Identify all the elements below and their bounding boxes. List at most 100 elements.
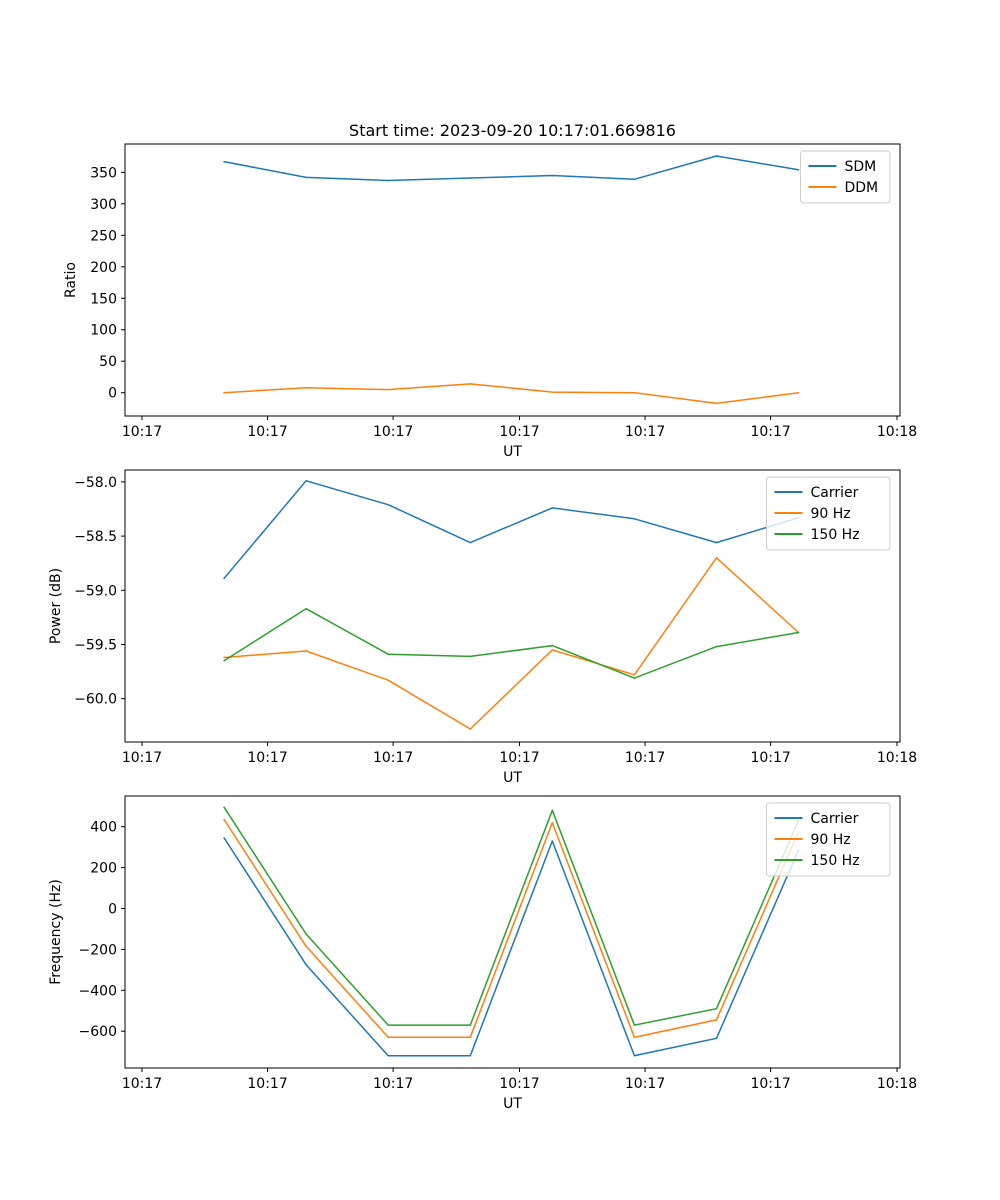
- series-line-90-hz: [224, 557, 800, 730]
- y-tick-label: 200: [90, 260, 117, 276]
- data-point-1-2: [305, 963, 307, 966]
- data-point-1-3: [387, 1054, 389, 1057]
- y-tick-label: 0: [108, 901, 117, 917]
- series-line-sdm: [223, 155, 799, 182]
- data-point-2-1: [223, 656, 225, 659]
- x-axis-label: UT: [503, 444, 522, 460]
- x-tick-label: 10:17: [122, 750, 162, 766]
- data-point-2-5: [551, 649, 554, 651]
- data-point-1-2: [305, 480, 307, 482]
- plot-frame: [124, 143, 901, 417]
- x-tick-label: 10:17: [625, 1076, 665, 1092]
- series-line-carrier: [223, 837, 800, 1057]
- y-tick-label: 250: [90, 228, 117, 244]
- data-point-2-3: [387, 679, 389, 682]
- data-point-2-3: [387, 388, 389, 391]
- legend-box: [766, 476, 891, 551]
- x-tick-label: 10:18: [877, 1076, 917, 1092]
- data-point-3-7: [715, 645, 718, 648]
- data-point-2-6: [633, 391, 636, 394]
- x-tick-label: 10:17: [625, 424, 665, 440]
- legend-box: [800, 150, 891, 204]
- data-point-3-6: [633, 677, 636, 679]
- x-tick-label: 10:17: [373, 750, 413, 766]
- data-point-3-2: [305, 933, 307, 935]
- x-tick-label: 10:17: [499, 424, 539, 440]
- data-point-2-1: [223, 818, 225, 821]
- data-point-3-2: [305, 607, 307, 610]
- y-tick-label: 100: [90, 323, 117, 339]
- data-point-1-6: [633, 517, 636, 520]
- y-tick-label: 350: [90, 165, 117, 181]
- data-point-1-2: [305, 176, 307, 179]
- data-point-3-3: [387, 653, 389, 656]
- data-point-3-8: [797, 631, 800, 634]
- data-point-2-7: [715, 402, 718, 405]
- data-point-2-3: [387, 1036, 389, 1039]
- panels: Start time: 2023-09-20 10:17:01.669816 10…: [48, 121, 917, 1112]
- data-point-2-4: [469, 728, 472, 730]
- y-tick-label: −58.0: [74, 475, 117, 491]
- data-point-1-4: [469, 541, 472, 544]
- y-tick-label: 150: [90, 291, 117, 307]
- data-point-1-1: [223, 160, 225, 163]
- data-point-2-8: [797, 391, 800, 394]
- data-point-2-2: [305, 650, 307, 652]
- data-point-3-1: [223, 659, 225, 662]
- data-point-3-5: [551, 644, 554, 647]
- x-axis-label: UT: [503, 1096, 522, 1112]
- series-line-150-hz: [223, 607, 799, 679]
- chart-panel-2: 10:17 10:17 10:17 10:17 10:17 10:17 10:18 −60.0…: [48, 469, 917, 786]
- y-tick-label: −600: [79, 1024, 117, 1040]
- y-tick-label: −400: [79, 983, 117, 999]
- data-point-3-7: [715, 1007, 718, 1010]
- legend-box: [766, 802, 891, 877]
- legend: SDM DDM: [800, 150, 891, 204]
- legend: Carrier 90 Hz 150 Hz: [766, 802, 891, 877]
- legend-label-ddm: DDM: [845, 180, 879, 196]
- legend-label-90-hz: 90 Hz: [811, 832, 851, 848]
- x-tick-label: 10:17: [373, 1076, 413, 1092]
- data-point-1-7: [715, 155, 718, 157]
- data-point-3-4: [469, 655, 472, 658]
- x-tick-label: 10:17: [122, 1076, 162, 1092]
- y-tick-label: 50: [99, 354, 117, 370]
- data-point-1-1: [223, 577, 225, 580]
- x-tick-label: 10:18: [877, 750, 917, 766]
- chart-panel-3: 10:17 10:17 10:17 10:17 10:17 10:17 10:18 −600 −…: [48, 795, 917, 1112]
- data-point-2-7: [715, 556, 718, 559]
- x-axis-label: UT: [503, 770, 522, 786]
- data-point-1-5: [551, 174, 554, 177]
- y-tick-label: −59.5: [74, 637, 117, 653]
- data-point-1-3: [387, 179, 389, 182]
- y-axis-label: Power (dB): [48, 568, 64, 644]
- y-tick-label: 400: [90, 820, 117, 836]
- legend: Carrier 90 Hz 150 Hz: [766, 476, 891, 551]
- data-point-3-5: [551, 809, 554, 812]
- data-point-2-2: [305, 945, 307, 948]
- x-tick-label: 10:17: [247, 750, 287, 766]
- chart-title: Start time: 2023-09-20 10:17:01.669816: [349, 121, 676, 140]
- y-tick-label: −200: [79, 942, 117, 958]
- data-point-3-6: [633, 1024, 636, 1026]
- data-point-2-7: [715, 1019, 718, 1021]
- data-point-1-1: [223, 837, 225, 839]
- y-tick-label: −59.0: [74, 583, 117, 599]
- data-point-1-3: [387, 503, 389, 506]
- y-tick-label: 200: [90, 861, 117, 877]
- series-line-ddm: [224, 383, 799, 405]
- x-tick-label: 10:17: [247, 424, 287, 440]
- x-tick-label: 10:17: [750, 750, 790, 766]
- y-tick-label: −60.0: [74, 692, 117, 708]
- data-point-1-8: [797, 169, 800, 171]
- series-line-carrier: [223, 480, 799, 579]
- x-tick-label: 10:17: [247, 1076, 287, 1092]
- x-tick-label: 10:17: [499, 1076, 539, 1092]
- x-tick-label: 10:18: [877, 424, 917, 440]
- data-point-3-4: [469, 1024, 472, 1026]
- legend-label-sdm: SDM: [845, 159, 877, 175]
- data-point-1-7: [715, 1037, 718, 1040]
- y-tick-label: 0: [108, 386, 117, 402]
- data-point-2-4: [469, 383, 472, 385]
